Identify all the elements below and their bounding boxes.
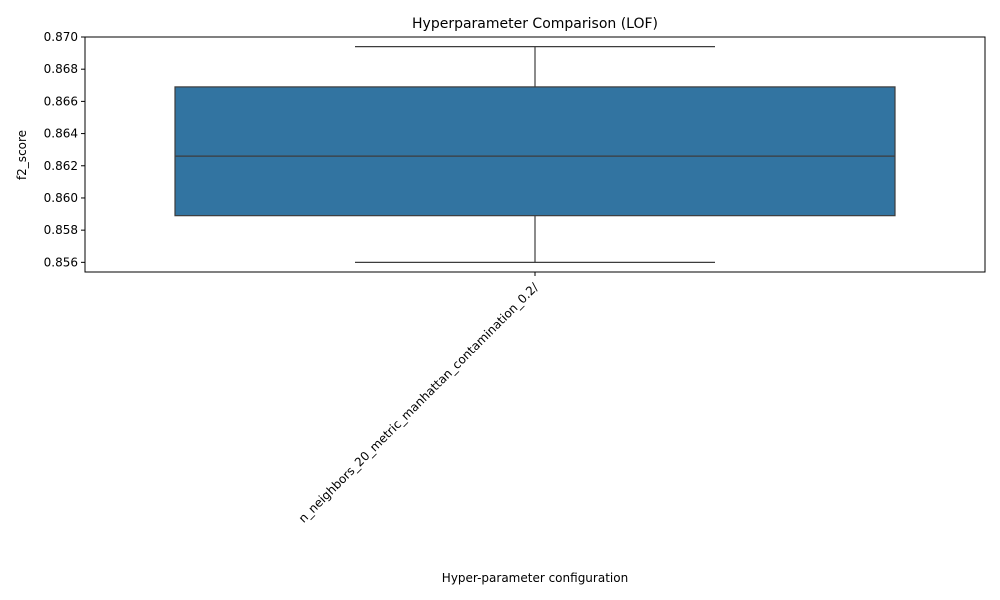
x-axis-title: Hyper-parameter configuration [442, 571, 628, 585]
y-axis-title: f2_score [15, 130, 29, 180]
plot-area [174, 46, 896, 263]
y-tick-label: 0.866 [44, 94, 78, 108]
y-tick-label: 0.864 [44, 127, 78, 141]
x-tick-label: n_neighbors_20_metric_manhattan_contamin… [296, 280, 542, 526]
iqr-box [174, 86, 896, 217]
y-tick-label: 0.870 [44, 30, 78, 44]
chart-title: Hyperparameter Comparison (LOF) [412, 16, 658, 32]
y-tick-label: 0.868 [44, 62, 78, 76]
y-tick-label: 0.862 [44, 159, 78, 173]
y-tick-label: 0.860 [44, 191, 78, 205]
y-tick-label: 0.858 [44, 223, 78, 237]
y-tick-label: 0.856 [44, 255, 78, 269]
